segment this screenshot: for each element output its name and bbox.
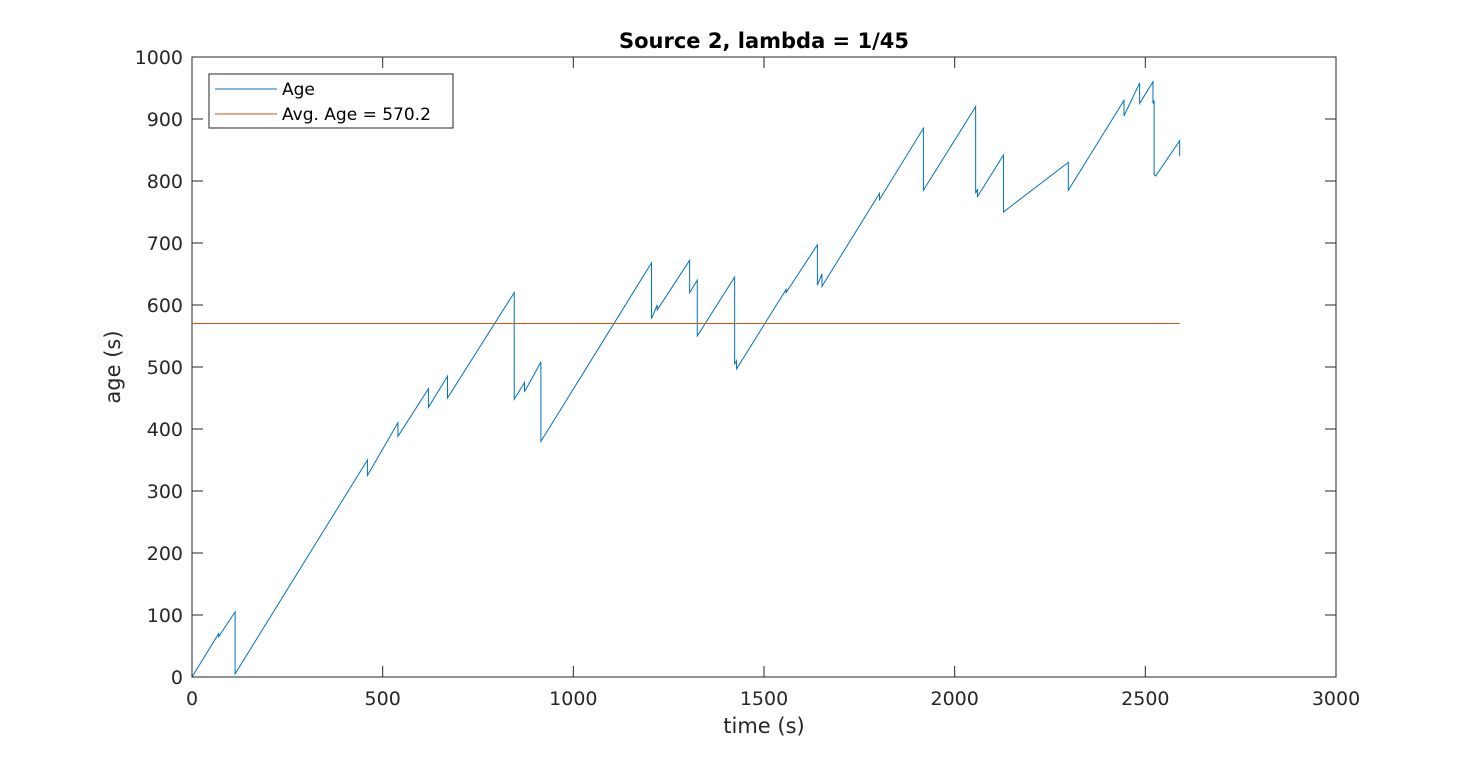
x-axis-ticks: 0 500 1000 1500 2000 2500 3000 — [186, 57, 1360, 710]
series-layer — [191, 80, 1181, 678]
x-tick-label: 500 — [365, 688, 401, 710]
legend: Age Avg. Age = 570.2 — [208, 73, 454, 129]
plot-area: 0 500 1000 1500 2000 2500 3000 0 100 200 300 400 50… — [135, 47, 1361, 710]
chart-title: Source 2, lambda = 1/45 — [619, 29, 909, 53]
x-tick-label: 2000 — [930, 688, 978, 710]
y-tick-label: 100 — [147, 605, 183, 627]
legend-label-avg-age: Avg. Age = 570.2 — [282, 105, 431, 125]
y-tick-label: 300 — [147, 481, 183, 503]
y-tick-label: 0 — [171, 667, 183, 689]
y-tick-label: 200 — [147, 543, 183, 565]
y-tick-label: 700 — [147, 233, 183, 255]
legend-box — [208, 73, 454, 129]
legend-label-age: Age — [282, 80, 315, 100]
y-tick-label: 400 — [147, 419, 183, 441]
x-tick-label: 0 — [186, 688, 198, 710]
series-line-age — [191, 80, 1181, 678]
x-tick-label: 1500 — [740, 688, 788, 710]
y-tick-label: 600 — [147, 295, 183, 317]
x-tick-label: 3000 — [1312, 688, 1360, 710]
y-tick-label: 800 — [147, 171, 183, 193]
y-tick-label: 500 — [147, 357, 183, 379]
y-tick-label: 900 — [147, 109, 183, 131]
y-tick-label: 1000 — [135, 47, 183, 69]
y-axis-label: age (s) — [101, 330, 125, 403]
x-tick-label: 1000 — [549, 688, 597, 710]
x-axis-label: time (s) — [723, 714, 804, 738]
plot-box — [191, 56, 1337, 678]
x-tick-label: 2500 — [1121, 688, 1169, 710]
y-axis-ticks: 0 100 200 300 400 500 600 700 800 900 1000 — [135, 47, 1336, 689]
